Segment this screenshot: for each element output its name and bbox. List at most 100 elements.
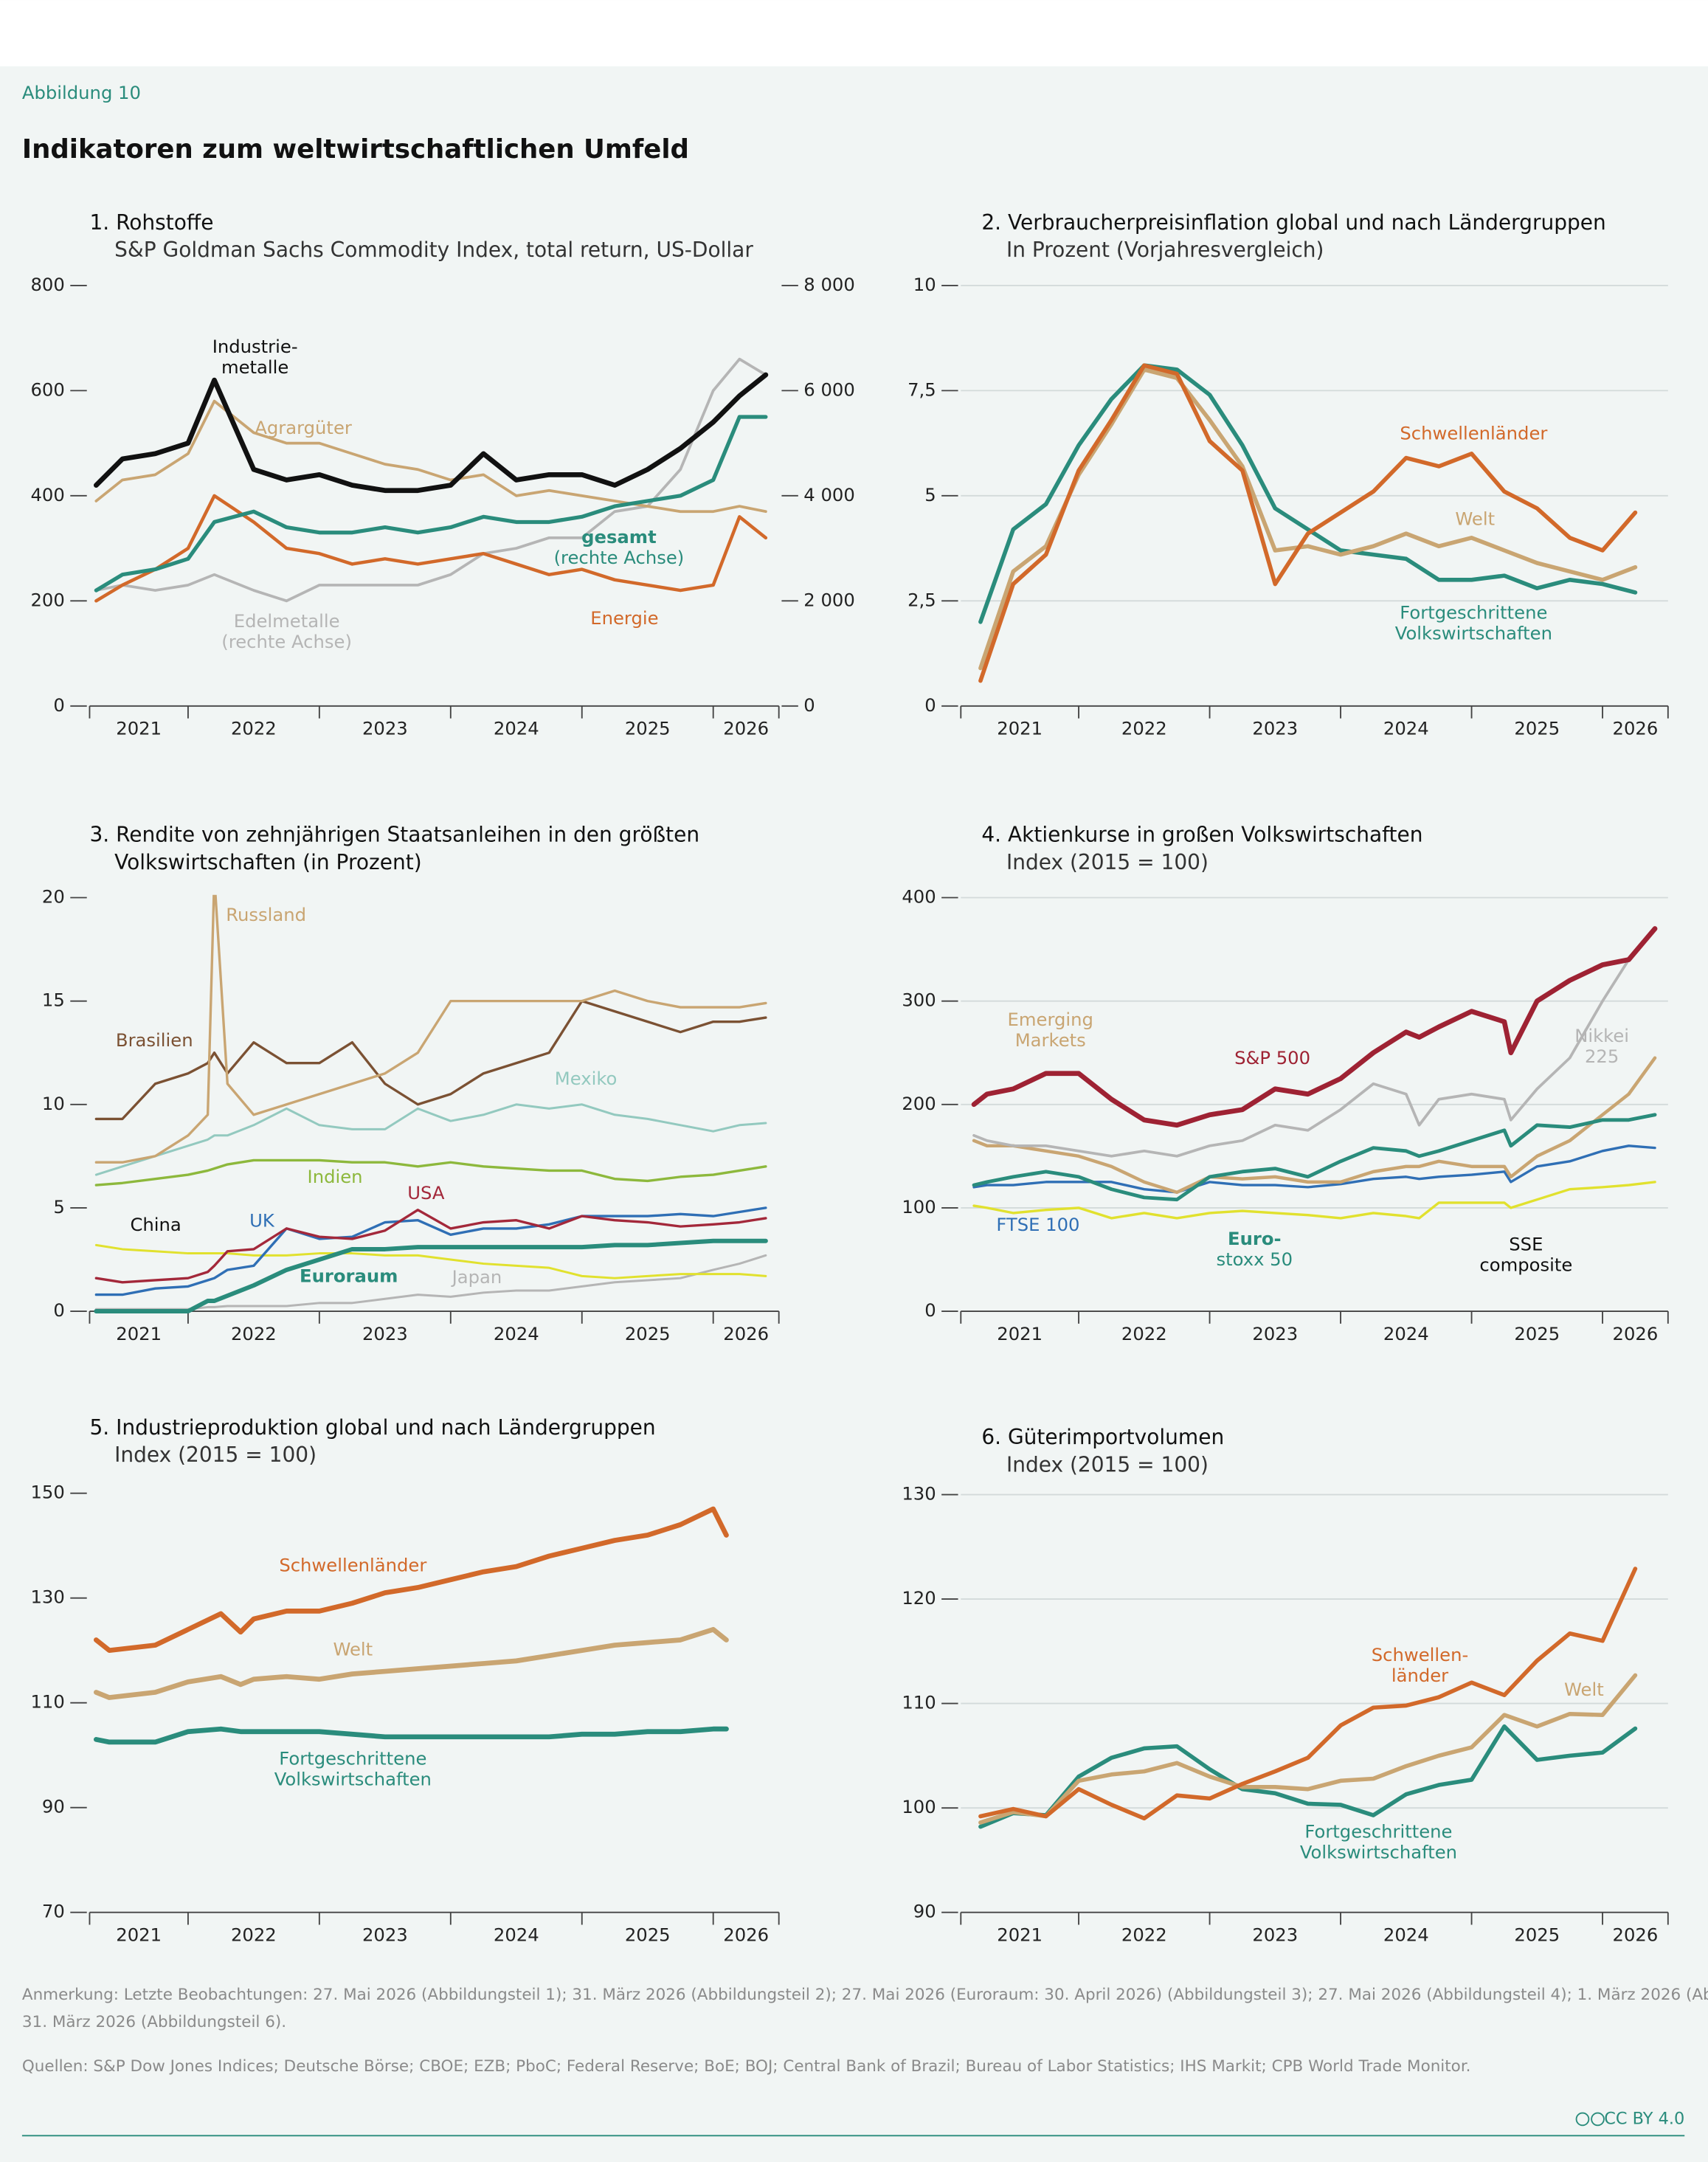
y-tick-label: 0: [924, 1299, 936, 1321]
series-label: Schwellenländer: [1400, 423, 1547, 444]
figure-label: Abbildung 10: [22, 82, 141, 103]
series-label: Markets: [1015, 1029, 1086, 1051]
series-label: USA: [407, 1182, 445, 1203]
series-label: Welt: [1564, 1679, 1604, 1700]
x-tick-label: 2024: [494, 718, 539, 739]
series-line: [94, 1238, 768, 1314]
y-tick-label: 10: [42, 1093, 65, 1114]
series-label: Volkswirtschaften: [1395, 623, 1552, 644]
series-label: (rechte Achse): [554, 547, 685, 568]
series-line: [93, 1626, 729, 1700]
y-tick-label: 110: [902, 1692, 936, 1713]
y-tick-label: 400: [902, 885, 936, 907]
series-label: Schwellenländer: [279, 1555, 426, 1576]
series-label: länder: [1391, 1665, 1448, 1686]
y-tick-label: 5: [53, 1196, 64, 1218]
series-label: Japan: [451, 1266, 502, 1288]
x-tick-label: 2025: [625, 1323, 671, 1344]
x-tick-label: 2024: [494, 1323, 539, 1344]
series-line: [978, 1724, 1638, 1829]
series-label: metalle: [221, 356, 288, 378]
series-label: SSE: [1509, 1233, 1543, 1254]
x-tick-label: 2024: [1383, 1924, 1429, 1945]
x-tick-label: 2026: [1613, 1323, 1659, 1344]
series-line: [972, 1181, 1656, 1220]
chart-title: 2. Verbraucherpreisinflation global und …: [981, 210, 1605, 235]
series-line: [972, 1056, 1657, 1195]
series-line: [93, 372, 769, 494]
x-tick-label: 2024: [1383, 1323, 1429, 1344]
x-tick-label: 2026: [723, 1924, 769, 1945]
series-line: [94, 1158, 767, 1187]
x-tick-label: 2025: [625, 718, 671, 739]
x-tick-label: 2022: [1121, 1924, 1167, 1945]
y2-tick-label: 0: [803, 694, 815, 716]
x-tick-label: 2023: [362, 1323, 408, 1344]
series-label: Euro-: [1228, 1228, 1282, 1249]
y-tick-label: 2,5: [907, 589, 936, 610]
series-label: Industrie-: [212, 336, 298, 357]
x-tick-label: 2022: [1121, 718, 1167, 739]
series-line: [972, 927, 1656, 1158]
y-tick-label: 300: [902, 990, 936, 1011]
x-tick-label: 2022: [231, 718, 277, 739]
y-tick-label: 90: [42, 1796, 65, 1817]
chart-title: Volkswirtschaften (in Prozent): [114, 850, 422, 874]
note: 31. März 2026 (Abbildungsteil 6).: [22, 2013, 286, 2031]
top-band: [0, 0, 1708, 66]
y-tick-label: 100: [902, 1196, 936, 1218]
series-line: [978, 367, 1638, 671]
x-tick-label: 2026: [1613, 718, 1659, 739]
y-tick-label: 7,5: [907, 379, 936, 400]
series-line: [94, 1103, 767, 1176]
y-tick-label: 130: [30, 1586, 64, 1608]
series-label: UK: [249, 1210, 275, 1232]
series-line: [94, 1254, 767, 1310]
y-tick-label: 5: [924, 484, 936, 505]
x-tick-label: 2026: [723, 1323, 769, 1344]
x-tick-label: 2023: [1252, 1924, 1298, 1945]
series-label: Volkswirtschaften: [274, 1768, 432, 1789]
series-line: [94, 494, 768, 603]
y-tick-label: 0: [924, 694, 936, 716]
series-label: Euroraum: [300, 1265, 398, 1286]
y-tick-label: 200: [902, 1093, 936, 1114]
series-line: [94, 1209, 767, 1284]
series-label: China: [130, 1214, 181, 1235]
x-tick-label: 2023: [362, 1924, 408, 1945]
series-line: [94, 415, 768, 593]
x-tick-label: 2025: [1514, 718, 1560, 739]
y2-tick-label: 8 000: [803, 274, 854, 295]
series-label: Indien: [308, 1166, 363, 1187]
license: CC BY 4.0: [1604, 2109, 1684, 2128]
x-tick-label: 2025: [1514, 1924, 1560, 1945]
y-tick-label: 110: [30, 1691, 64, 1713]
series-line: [94, 894, 767, 1164]
series-line: [971, 926, 1658, 1128]
series-label: Fortgeschrittene: [279, 1747, 426, 1769]
x-tick-label: 2021: [997, 1924, 1043, 1945]
chart-subtitle: S&P Goldman Sachs Commodity Index, total…: [114, 238, 753, 262]
chart-subtitle: In Prozent (Vorjahresvergleich): [1006, 238, 1324, 262]
chart-subtitle: Index (2015 = 100): [1006, 1452, 1209, 1477]
series-line: [978, 363, 1638, 624]
series-label: Energie: [590, 607, 658, 629]
by-icon: [1591, 2112, 1605, 2127]
y-tick-label: 70: [42, 1901, 65, 1922]
series-line: [94, 399, 767, 514]
chart-title: 3. Rendite von zehnjährigen Staatsanleih…: [89, 822, 699, 846]
series-line: [972, 1113, 1657, 1202]
y2-tick-label: 6 000: [803, 379, 854, 400]
y-tick-label: 600: [30, 379, 64, 400]
y-tick-label: 15: [42, 990, 65, 1011]
series-label: Mexiko: [555, 1068, 618, 1089]
chart-title: 5. Industrieproduktion global und nach L…: [89, 1415, 655, 1440]
series-label: gesamt: [581, 526, 657, 548]
y2-tick-label: 4 000: [803, 484, 854, 505]
cc-icon: [1575, 2112, 1590, 2127]
series-label: S&P 500: [1234, 1047, 1310, 1068]
series-label: composite: [1479, 1254, 1572, 1275]
x-tick-label: 2024: [1383, 718, 1429, 739]
